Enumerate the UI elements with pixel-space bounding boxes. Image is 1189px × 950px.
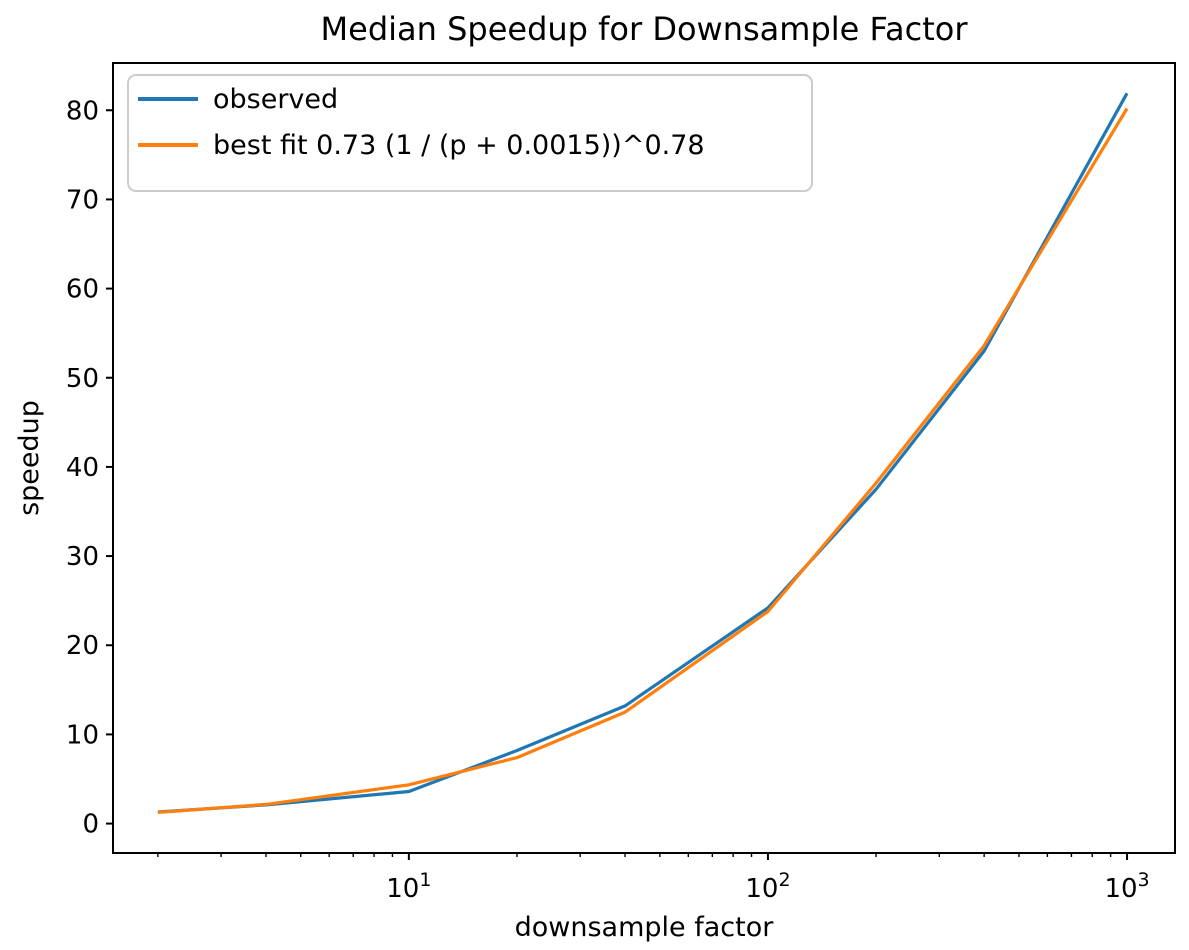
x-tick-base: 10 xyxy=(745,874,778,904)
y-tick-label: 70 xyxy=(66,185,99,215)
x-tick-base: 10 xyxy=(386,874,419,904)
x-axis-label: downsample factor xyxy=(515,912,775,943)
y-tick-label: 30 xyxy=(66,542,99,572)
y-tick-label: 50 xyxy=(66,364,99,394)
y-tick-label: 20 xyxy=(66,631,99,661)
x-tick-label: 101 xyxy=(386,869,431,904)
x-tick-exponent: 1 xyxy=(419,869,431,891)
series-line-0 xyxy=(157,92,1129,814)
y-tick-label: 10 xyxy=(66,720,99,750)
x-tick-base: 10 xyxy=(1104,874,1137,904)
x-tick-exponent: 3 xyxy=(1138,869,1150,891)
y-tick-label: 60 xyxy=(66,275,99,305)
legend-label: observed xyxy=(213,84,338,115)
chart-title: Median Speedup for Downsample Factor xyxy=(321,10,969,48)
x-tick-exponent: 2 xyxy=(778,869,790,891)
y-tick-label: 0 xyxy=(82,810,99,840)
x-tick-label: 102 xyxy=(745,869,790,904)
y-axis-label: speedup xyxy=(14,400,45,516)
plot-border xyxy=(112,62,1176,854)
y-tick-label: 80 xyxy=(66,96,99,126)
legend-label: best fit 0.73 (1 / (p + 0.0015))^0.78 xyxy=(213,130,705,161)
legend: observed best fit 0.73 (1 / (p + 0.0015))… xyxy=(127,74,813,192)
series-line-1 xyxy=(157,107,1129,814)
legend-box xyxy=(127,74,813,192)
x-tick-label: 103 xyxy=(1104,869,1149,904)
y-tick-label: 40 xyxy=(66,453,99,483)
data-series xyxy=(157,92,1129,814)
